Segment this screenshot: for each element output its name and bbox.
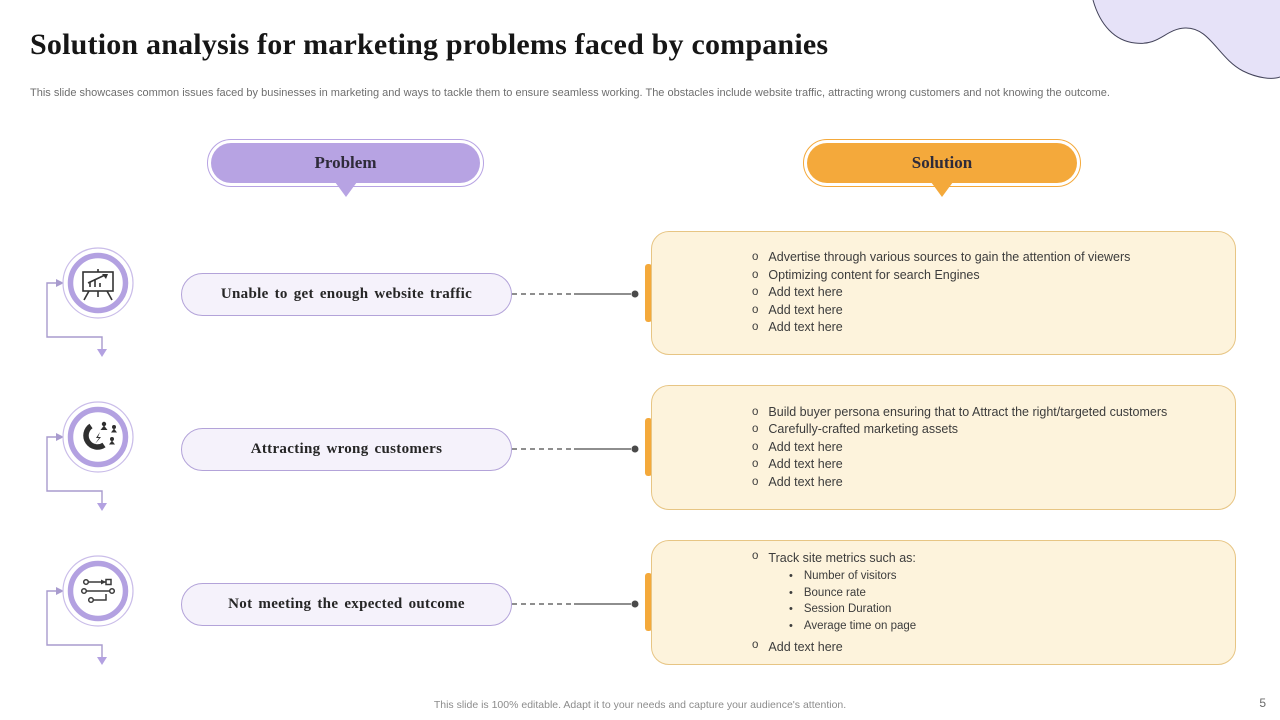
solution-item: o Add text here	[752, 302, 1209, 319]
circle-bullet: o	[752, 286, 759, 299]
connector-end-dot	[631, 445, 639, 453]
circle-bullet: o	[752, 639, 759, 651]
accent-bar	[645, 573, 652, 631]
circle-bullet: o	[752, 321, 759, 334]
page-subtitle: This slide showcases common issues faced…	[30, 87, 1110, 99]
elbow-connector-arrow	[46, 590, 103, 658]
solution-subitem: • Average time on page	[752, 618, 1209, 635]
circle-bullet: o	[752, 550, 759, 562]
connector-end-dot	[631, 600, 639, 608]
elbow-connector-arrow	[46, 282, 103, 350]
solution-box-wrong-customers: o Build buyer persona ensuring that to At…	[651, 385, 1236, 510]
solution-header-label: Solution	[807, 143, 1077, 197]
solution-list: o Build buyer persona ensuring that to At…	[752, 404, 1209, 491]
solution-item: o Optimizing content for search Engines	[752, 267, 1209, 284]
dot-bullet: •	[789, 603, 793, 615]
connector-end-dot	[631, 290, 639, 298]
circle-bullet: o	[752, 475, 759, 488]
solution-subitem: • Session Duration	[752, 601, 1209, 618]
solution-list: o Advertise through various sources to ga…	[752, 249, 1209, 336]
page-title: Solution analysis for marketing problems…	[30, 28, 829, 61]
solution-item: o Add text here	[752, 319, 1209, 336]
problem-header-badge: Problem	[207, 139, 484, 197]
dot-bullet: •	[789, 619, 793, 632]
purple-ring	[67, 252, 129, 314]
dot-bullet: •	[789, 586, 793, 599]
circle-bullet: o	[752, 423, 759, 436]
problem-label: Attracting wrong customers	[250, 441, 443, 457]
solution-subitem: • Bounce rate	[752, 585, 1209, 602]
problem-label: Not meeting the expected outcome	[228, 596, 465, 612]
circle-bullet: o	[752, 458, 759, 471]
accent-bar	[645, 418, 652, 476]
dashed-connector	[512, 600, 639, 608]
circle-bullet: o	[752, 251, 759, 264]
dashed-connector	[512, 445, 639, 453]
footer-note: This slide is 100% editable. Adapt it to…	[433, 699, 847, 711]
circle-bullet: o	[752, 303, 759, 316]
solution-item: o Carefully-crafted marketing assets	[752, 421, 1209, 438]
solution-item: o Track site metrics such as:	[752, 550, 916, 565]
expected-outcome-icon-group	[46, 555, 134, 665]
page-number: 5	[1259, 696, 1266, 710]
presentation-chart-icon	[82, 269, 114, 301]
solution-list: o Track site metrics such as: • Number of …	[752, 548, 1209, 657]
problem-pill-wrong-customers: Attracting wrong customers	[181, 428, 512, 471]
corner-blob-shape	[1092, 0, 1280, 79]
circle-bullet: o	[752, 405, 759, 418]
dot-bullet: •	[789, 570, 793, 582]
solution-item: o Add text here	[752, 474, 1209, 491]
solution-item: o Add text here	[752, 284, 1209, 301]
wrong-customers-icon-group	[46, 401, 134, 511]
solution-item: o Add text here	[752, 639, 843, 654]
dashed-connector	[512, 290, 639, 298]
solution-subitem: • Number of visitors	[752, 568, 1209, 585]
circle-bullet: o	[752, 268, 759, 281]
problem-pill-website-traffic: Unable to get enough website traffic	[181, 273, 512, 316]
circle-bullet: o	[752, 440, 759, 453]
flow-arrowhead	[101, 579, 106, 585]
solution-box-website-traffic: o Advertise through various sources to ga…	[651, 231, 1236, 355]
solution-box-expected-outcome: o Track site metrics such as: • Number of …	[651, 540, 1236, 665]
elbow-connector-arrow	[46, 436, 103, 504]
solution-item: o Build buyer persona ensuring that to At…	[752, 404, 1209, 421]
magnet-customers-icon	[83, 421, 117, 450]
website-traffic-icon-group	[46, 247, 134, 357]
solution-item: o Add text here	[752, 439, 1209, 456]
solution-item: o Advertise through various sources to ga…	[752, 249, 1209, 266]
problem-label: Unable to get enough website traffic	[220, 286, 473, 302]
problem-pill-expected-outcome: Not meeting the expected outcome	[181, 583, 512, 626]
solution-header-badge: Solution	[803, 139, 1081, 197]
problem-header-label: Problem	[211, 143, 480, 197]
accent-bar	[645, 264, 652, 322]
solution-item: o Add text here	[752, 456, 1209, 473]
